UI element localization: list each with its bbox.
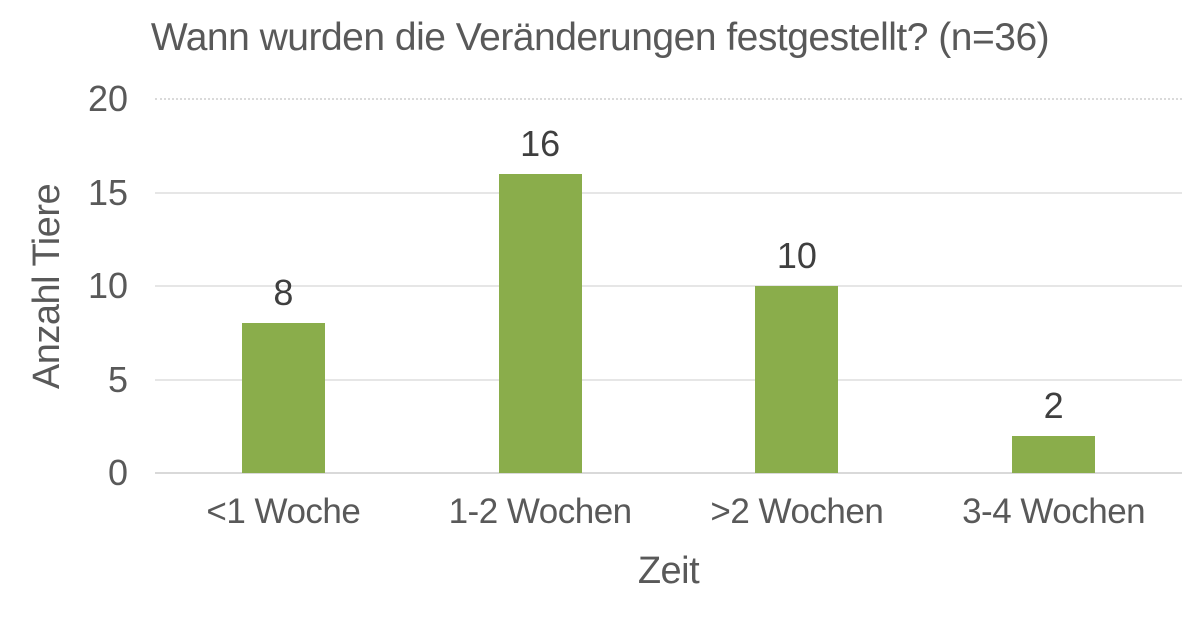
y-tick-label-10: 10 (87, 265, 128, 306)
y-tick-label-5: 5 (107, 358, 128, 400)
x-axis-title: Zeit (637, 550, 700, 592)
gridline-y-10 (155, 285, 1182, 287)
gridline-y-5 (155, 378, 1182, 381)
bar-value-label-3: 2 (1043, 384, 1064, 426)
y-tick-label-0: 0 (107, 452, 128, 493)
x-tick-label-0: <1 Woche (206, 492, 361, 531)
chart-title: Wann wurden die Veränderungen festgestel… (150, 16, 1050, 59)
x-tick-label-1: 1-2 Wochen (448, 492, 633, 531)
bar-value-label-0: 8 (273, 272, 294, 314)
bar-value-label-1: 16 (520, 122, 561, 164)
plot-area: 8 16 10 2 (155, 98, 1182, 474)
gridline-y-15 (155, 191, 1182, 194)
bar-value-label-2: 10 (776, 235, 817, 276)
gridline-y-20 (155, 98, 1182, 100)
y-tick-label-20: 20 (87, 78, 128, 119)
bar-2 (755, 286, 839, 473)
gridline-y-0 (155, 472, 1182, 474)
bar-0 (241, 323, 325, 473)
x-tick-label-2: >2 Wochen (710, 492, 884, 531)
bar-3 (1012, 435, 1096, 473)
x-tick-label-3: 3-4 Wochen (962, 492, 1146, 531)
y-tick-label-15: 15 (87, 171, 128, 213)
bar-1 (498, 173, 582, 473)
